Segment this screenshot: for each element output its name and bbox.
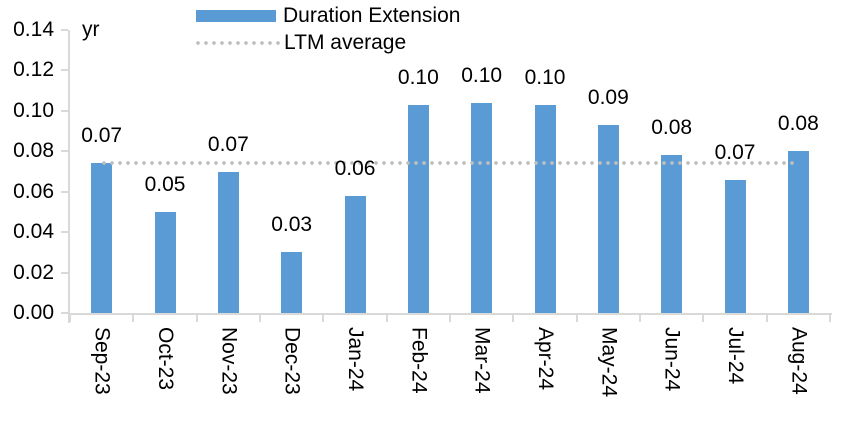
legend-label-ltm-average: LTM average bbox=[284, 30, 407, 54]
x-axis-label: Apr-24 bbox=[534, 327, 557, 391]
bar bbox=[724, 179, 746, 313]
x-axis-tick-mark bbox=[702, 313, 705, 322]
y-axis-tick-label: 0.08 bbox=[13, 139, 54, 163]
bar bbox=[407, 104, 429, 313]
y-axis-tick-mark bbox=[61, 271, 68, 274]
x-axis-label: Mar-24 bbox=[470, 327, 494, 394]
y-axis-tick-mark bbox=[61, 150, 68, 153]
y-axis-tick-mark bbox=[61, 69, 68, 72]
bar-data-label: 0.07 bbox=[207, 132, 249, 156]
x-axis-tick-mark bbox=[829, 313, 831, 322]
y-axis-tick-mark bbox=[61, 29, 68, 31]
bar-series-swatch-icon bbox=[196, 9, 276, 22]
y-axis-tick-mark bbox=[61, 190, 68, 193]
bar-data-label: 0.10 bbox=[461, 63, 503, 87]
legend-item-ltm-average: LTM average bbox=[196, 29, 460, 56]
x-axis-tick-mark bbox=[765, 313, 768, 322]
x-axis-label: Jun-24 bbox=[660, 327, 684, 392]
x-axis-tick-mark bbox=[512, 313, 515, 322]
y-axis-tick-mark bbox=[61, 109, 68, 112]
legend-label-duration-extension: Duration Extension bbox=[283, 3, 461, 27]
bar-data-label: 0.10 bbox=[397, 65, 439, 89]
x-axis-label: May-24 bbox=[597, 327, 621, 398]
x-axis-tick-mark bbox=[385, 313, 388, 322]
y-axis-tick-mark bbox=[61, 312, 68, 314]
x-axis-label: Nov-23 bbox=[217, 327, 241, 395]
bar-data-label: 0.08 bbox=[777, 112, 819, 136]
bar bbox=[471, 102, 493, 313]
y-axis-tick-label: 0.06 bbox=[13, 179, 54, 203]
legend-item-duration-extension: Duration Extension bbox=[196, 2, 460, 29]
x-axis-tick-mark bbox=[575, 313, 578, 322]
x-axis-tick-mark bbox=[449, 313, 451, 322]
y-axis-tick-label: 0.12 bbox=[13, 58, 54, 82]
bar-data-label: 0.07 bbox=[714, 140, 756, 164]
bar bbox=[281, 252, 303, 313]
bar bbox=[91, 163, 113, 313]
x-axis-label: Feb-24 bbox=[407, 327, 431, 394]
bar-data-label: 0.08 bbox=[651, 116, 693, 140]
y-axis-tick-label: 0.02 bbox=[13, 260, 54, 284]
x-axis-label: Sep-23 bbox=[90, 327, 114, 395]
legend: Duration Extension LTM average bbox=[196, 2, 460, 56]
x-axis-tick-mark bbox=[195, 313, 198, 322]
bar-data-label: 0.05 bbox=[144, 172, 186, 196]
ltm-average-line bbox=[101, 161, 799, 166]
x-axis-label: Dec-23 bbox=[280, 327, 304, 395]
x-axis-label: Aug-24 bbox=[787, 327, 811, 395]
x-axis-tick-mark bbox=[322, 313, 325, 322]
bar bbox=[154, 211, 176, 313]
bar bbox=[344, 195, 366, 313]
bar bbox=[534, 104, 556, 313]
x-axis-tick-mark bbox=[639, 313, 641, 322]
y-axis-tick-mark bbox=[61, 231, 68, 234]
y-axis-tick-label: 0.00 bbox=[13, 301, 54, 324]
x-axis-label: Oct-23 bbox=[154, 327, 177, 391]
y-axis-tick-label: 0.14 bbox=[13, 18, 54, 41]
bar-data-label: 0.07 bbox=[81, 124, 123, 148]
bar bbox=[597, 125, 619, 313]
bar bbox=[217, 171, 239, 313]
x-axis-label: Jul-24 bbox=[724, 327, 747, 385]
bar-data-label: 0.06 bbox=[334, 156, 376, 180]
y-axis-tick-label: 0.10 bbox=[13, 98, 54, 122]
bar bbox=[787, 151, 809, 313]
y-axis-tick-label: 0.04 bbox=[13, 220, 54, 244]
bar bbox=[661, 155, 683, 313]
dotted-line-swatch-icon bbox=[196, 40, 284, 45]
y-axis-unit-label: yr bbox=[82, 18, 100, 41]
x-axis-tick-mark bbox=[132, 313, 135, 322]
y-axis-line bbox=[68, 30, 70, 323]
bar-data-label: 0.10 bbox=[524, 65, 566, 89]
bar-data-label: 0.03 bbox=[271, 213, 313, 237]
x-axis-tick-mark bbox=[69, 313, 71, 322]
x-axis-tick-mark bbox=[259, 313, 261, 322]
x-axis-label: Jan-24 bbox=[344, 327, 367, 392]
bar-data-label: 0.09 bbox=[587, 86, 629, 109]
